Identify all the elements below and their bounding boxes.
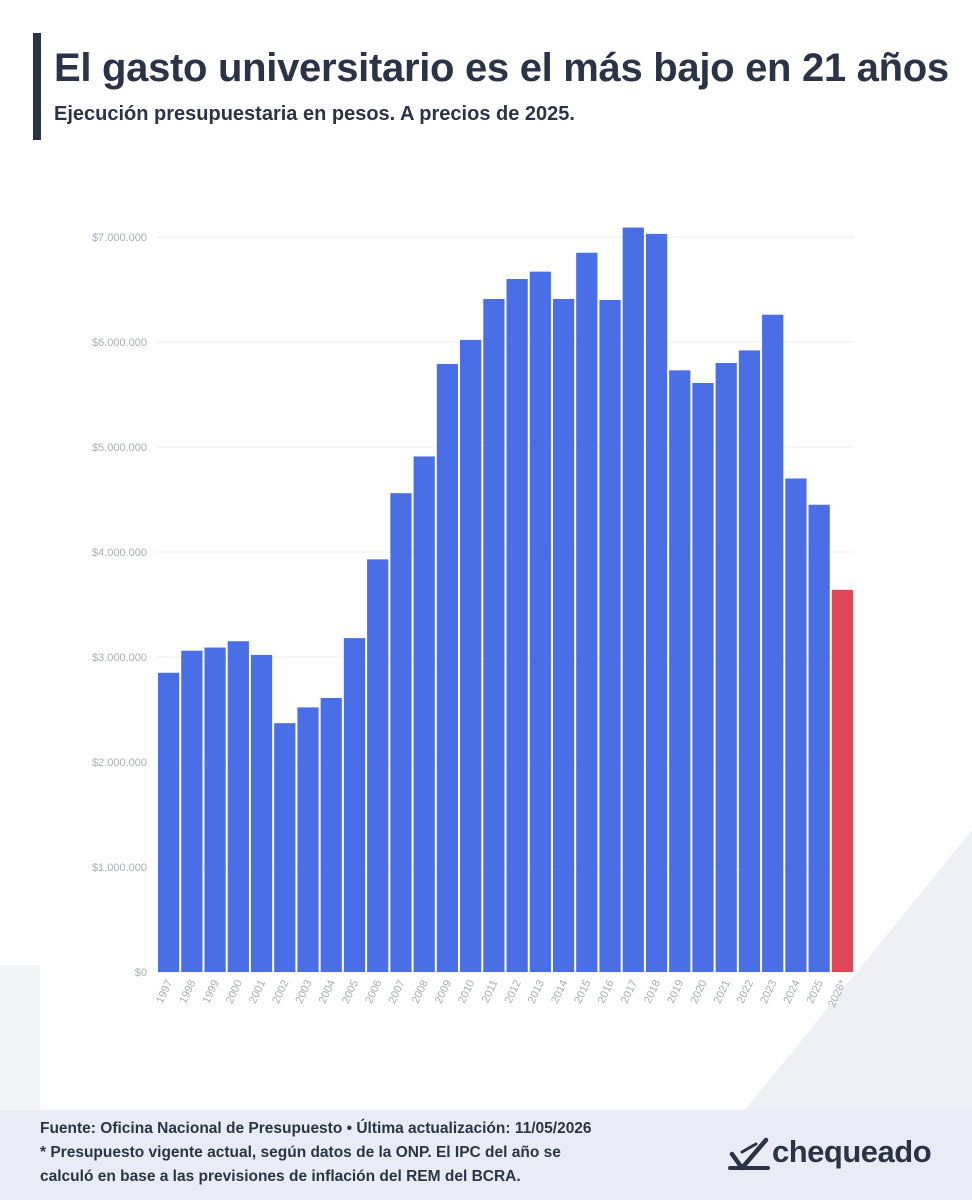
- y-tick-label: $7.000.000: [92, 232, 147, 244]
- chart-subtitle: Ejecución presupuestaria en pesos. A pre…: [54, 103, 575, 125]
- bar-2015: [576, 252, 598, 972]
- chequeado-logo-icon: [728, 1137, 770, 1171]
- x-tick-label: 2012: [503, 978, 524, 1005]
- x-tick-label: 2013: [526, 978, 547, 1005]
- y-tick-label: $5.000.000: [92, 442, 147, 454]
- bar-2020: [692, 382, 714, 972]
- y-tick-label: $3.000.000: [92, 652, 147, 664]
- x-tick-label: 2002: [270, 978, 291, 1005]
- bar-2013: [529, 271, 551, 972]
- x-tick-label: 2016: [596, 978, 617, 1005]
- bar-2008: [413, 456, 435, 972]
- y-tick-label: $2.000.000: [92, 757, 147, 769]
- x-tick-label: 1997: [154, 978, 175, 1005]
- bar-2026: [831, 589, 853, 972]
- chequeado-logo: chequeado: [728, 1132, 932, 1172]
- bar-chart: $0 $1.000.000 $2.000.000 $3.000.000 $4.000.0…: [92, 227, 854, 1010]
- x-tick-label: 2022: [735, 978, 756, 1005]
- bar-2022: [738, 350, 761, 972]
- bar-2010: [460, 339, 482, 972]
- footer: Fuente: Oficina Nacional de Presupuesto …: [0, 1110, 972, 1200]
- x-tick-label: 2021: [712, 978, 733, 1005]
- x-tick-label: 1998: [177, 978, 198, 1005]
- bar-2005: [343, 638, 366, 972]
- bar-2000: [227, 641, 249, 972]
- y-tick-label: $6.000.000: [92, 337, 147, 349]
- footer-notes: Fuente: Oficina Nacional de Presupuesto …: [40, 1117, 690, 1189]
- x-tick-label: 2004: [317, 978, 338, 1005]
- x-tick-label: 2005: [340, 978, 361, 1005]
- bar-2018: [645, 233, 668, 973]
- y-tick-label: $4.000.000: [92, 547, 147, 559]
- x-tick-label: 2008: [410, 978, 431, 1005]
- bar-2012: [506, 279, 528, 972]
- x-tick-label: 2025: [805, 978, 826, 1005]
- x-tick-label: 2018: [642, 978, 663, 1005]
- title-accent-bar: [33, 33, 41, 140]
- footnote-line-1: * Presupuesto vigente actual, según dato…: [40, 1144, 561, 1161]
- bar-1999: [204, 647, 226, 972]
- bar-2003: [297, 707, 319, 972]
- bar-2016: [599, 300, 621, 972]
- x-tick-label: 2001: [247, 978, 268, 1005]
- bar-1998: [181, 650, 203, 972]
- bar-2014: [552, 298, 575, 972]
- bar-2001: [250, 654, 273, 972]
- x-tick-label: 1999: [201, 978, 222, 1005]
- x-tick-label: 2026*: [826, 978, 849, 1010]
- x-tick-label: 2023: [758, 978, 779, 1005]
- y-tick-label: $0: [135, 967, 147, 979]
- bar-2002: [274, 723, 296, 972]
- bar-2025: [808, 504, 830, 972]
- x-tick-label: 2019: [665, 978, 686, 1005]
- x-tick-label: 2011: [480, 978, 501, 1005]
- bar-2017: [622, 227, 644, 973]
- logo-text: chequeado: [772, 1134, 932, 1169]
- bar-2004: [320, 697, 342, 972]
- bar-2011: [483, 298, 505, 972]
- bar-1997: [158, 672, 180, 972]
- source-note: Fuente: Oficina Nacional de Presupuesto …: [40, 1120, 592, 1137]
- x-tick-label: 2009: [433, 978, 454, 1005]
- bar-2019: [669, 370, 691, 973]
- bar-2023: [762, 314, 784, 972]
- bar-2007: [390, 493, 412, 972]
- x-tick-label: 2010: [456, 978, 477, 1005]
- x-tick-label: 2006: [363, 978, 384, 1005]
- x-tick-label: 2000: [224, 978, 245, 1005]
- x-tick-label: 2015: [572, 978, 593, 1005]
- y-tick-label: $1.000.000: [92, 862, 147, 874]
- footnote-line-2: calculó en base a las previsiones de inf…: [40, 1168, 521, 1185]
- bar-2009: [436, 364, 459, 972]
- bar-2021: [715, 363, 737, 972]
- bar-2024: [785, 478, 807, 972]
- x-tick-label: 2020: [688, 978, 709, 1005]
- x-tick-label: 2017: [619, 978, 640, 1005]
- x-tick-label: 2003: [294, 978, 315, 1005]
- x-tick-label: 2014: [549, 978, 570, 1005]
- chart-title: El gasto universitario es el más bajo en…: [54, 46, 949, 90]
- x-tick-label: 2024: [781, 978, 802, 1005]
- bar-2006: [367, 559, 389, 972]
- x-tick-label: 2007: [386, 978, 407, 1005]
